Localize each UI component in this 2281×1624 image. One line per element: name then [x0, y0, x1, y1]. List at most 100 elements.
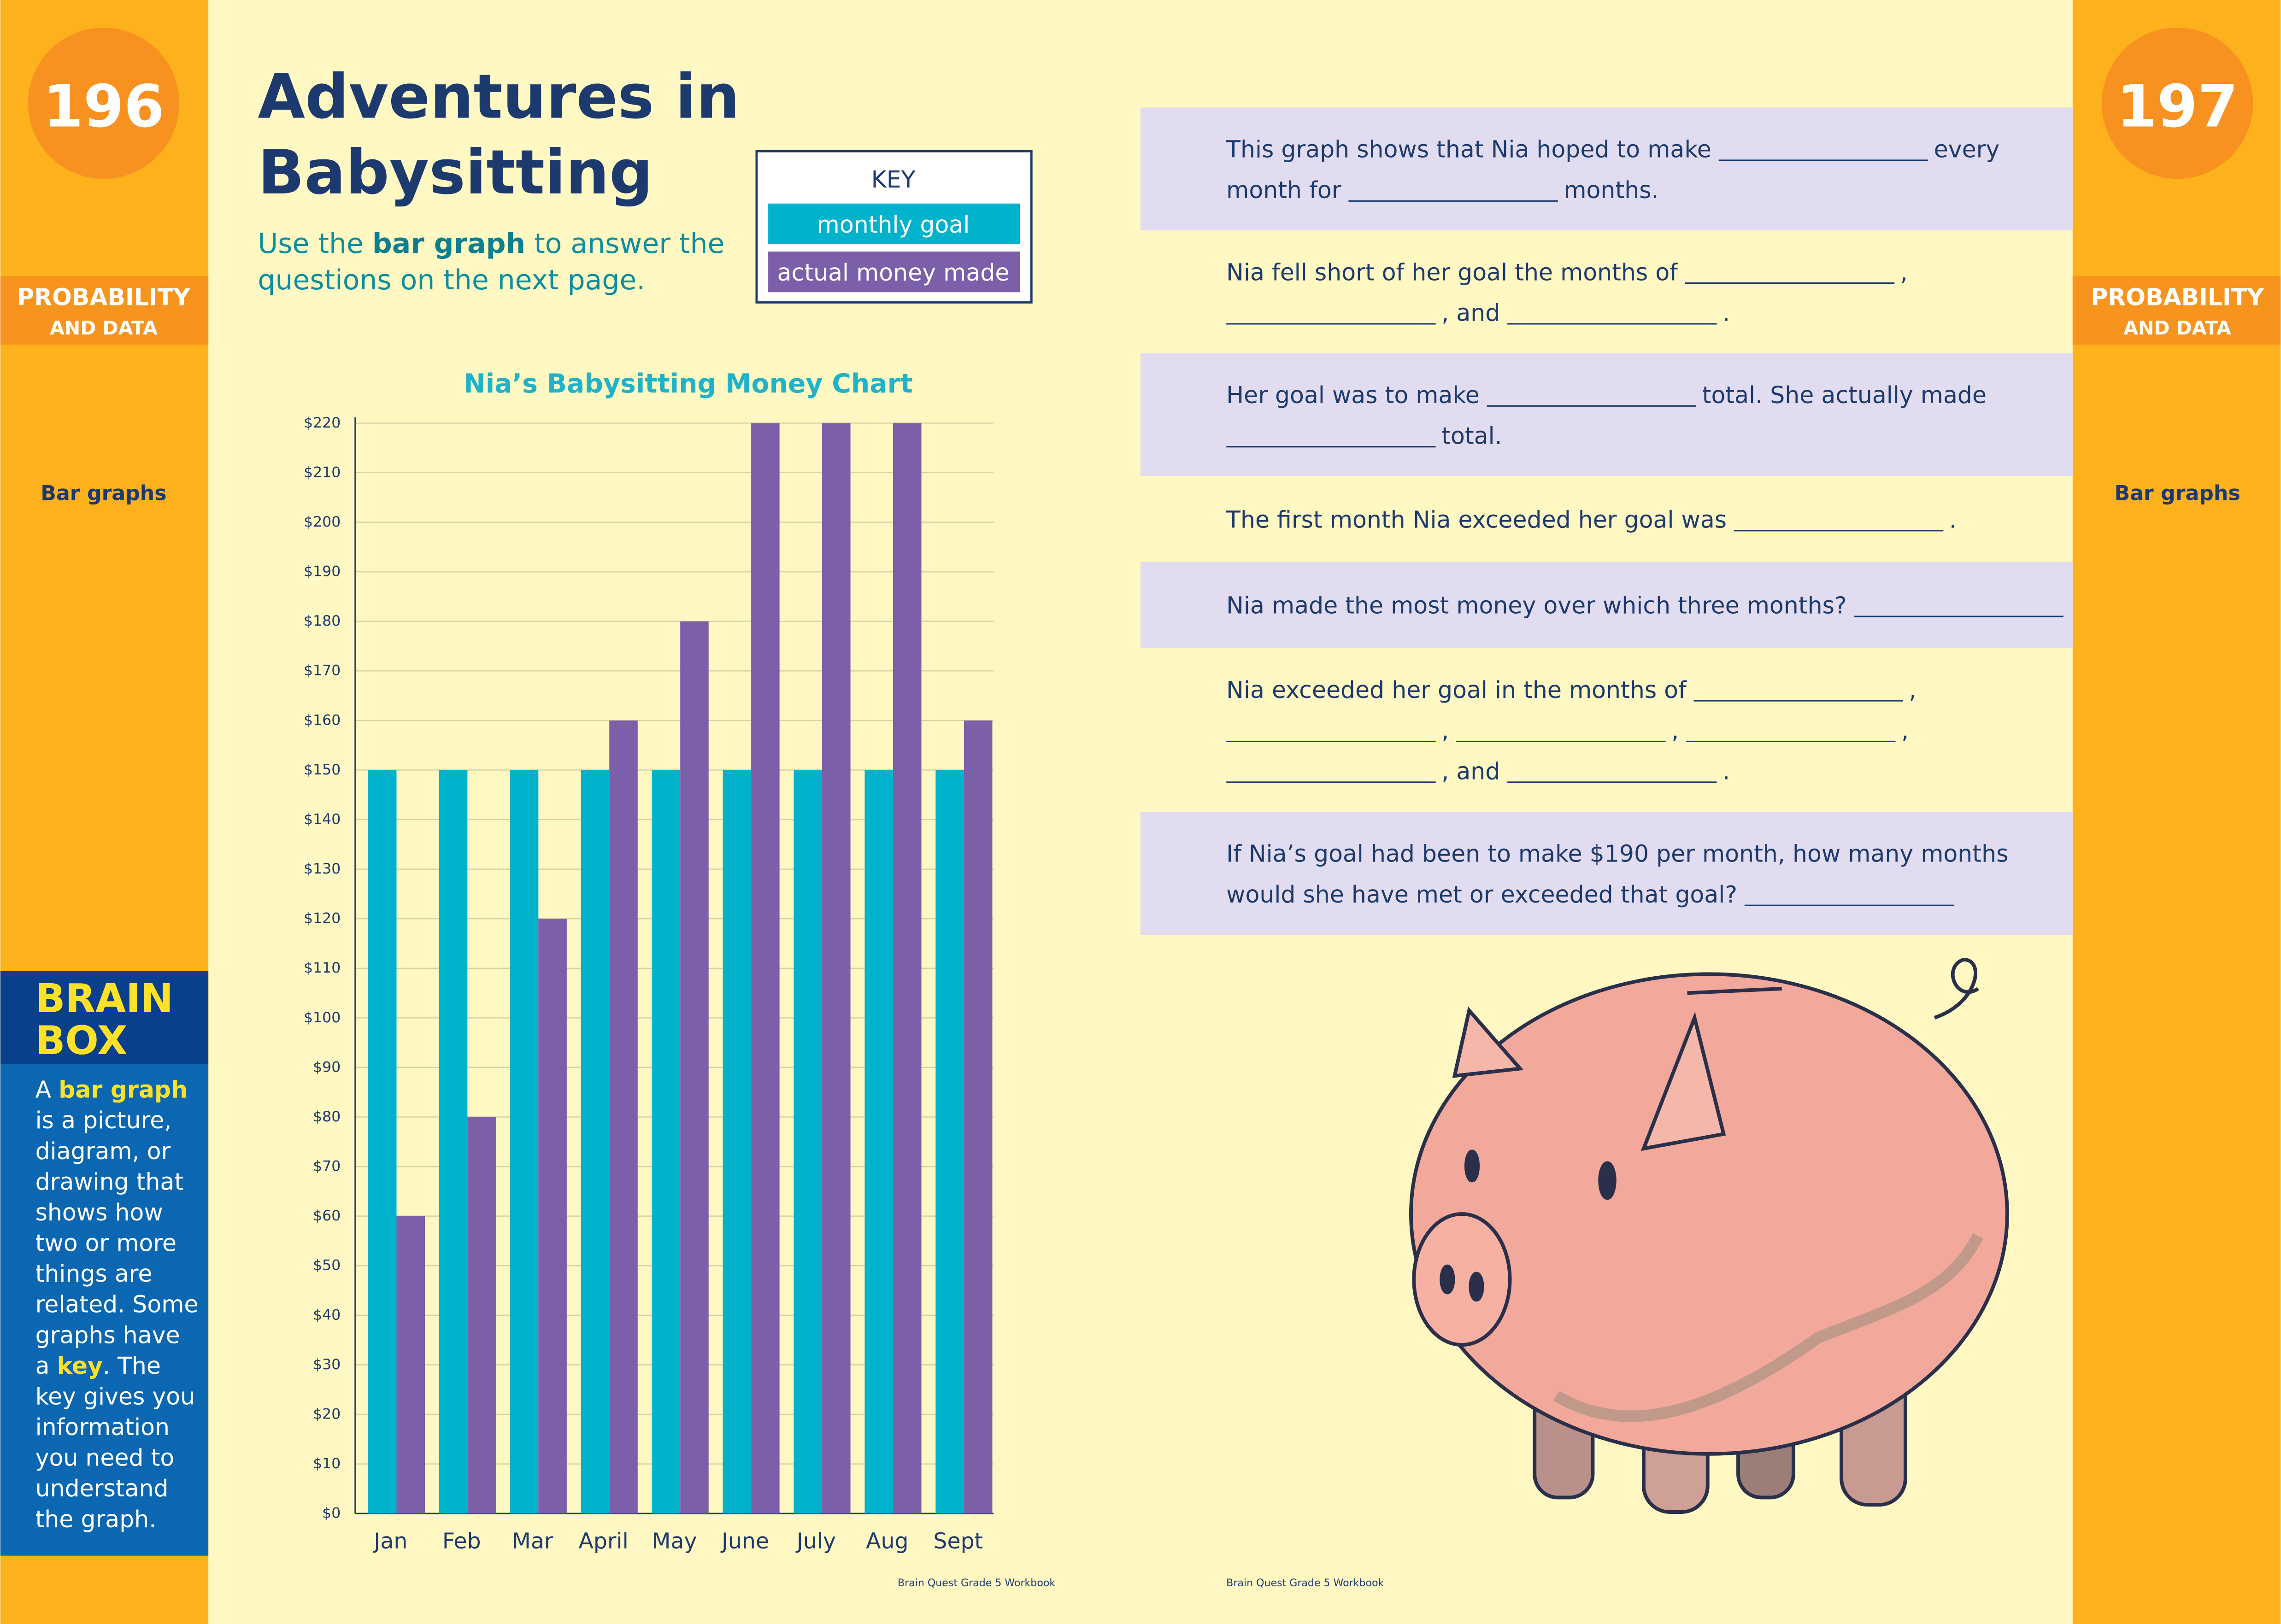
- topic-label: Bar graphs: [41, 482, 166, 505]
- question-text: .: [1723, 757, 1730, 785]
- y-tick-label: $80: [313, 1108, 341, 1125]
- bar: [893, 423, 922, 1514]
- text-line: shows how: [35, 1199, 163, 1226]
- x-tick-label: Jan: [372, 1529, 407, 1554]
- text-line: A bar graph: [35, 1076, 188, 1103]
- question-text: ,: [1671, 717, 1679, 744]
- x-tick-label: Aug: [866, 1529, 908, 1554]
- bar: [652, 770, 681, 1514]
- text-line: understand: [35, 1475, 169, 1502]
- question-text: ,: [1441, 717, 1449, 744]
- bar-chart: Nia’s Babysitting Money Chart $0 $10 $20 $30…: [304, 369, 994, 1554]
- text-line: graphs have: [35, 1321, 180, 1348]
- y-tick-label: $170: [304, 662, 341, 679]
- y-tick-label: $70: [313, 1158, 341, 1175]
- text-line: diagram, or: [35, 1137, 171, 1165]
- question-text: This graph shows that Nia hoped to make: [1226, 136, 1711, 163]
- section-label: AND DATA: [2123, 317, 2231, 339]
- question-text: total. She actually made: [1702, 381, 1987, 409]
- question-text: If Nia’s goal had been to make $190 per …: [1226, 840, 2008, 868]
- question-band: [1140, 562, 2073, 648]
- question-text: Nia exceeded her goal in the months of: [1226, 676, 1687, 704]
- right-sidebar: [2072, 0, 2281, 1624]
- y-tick-label: $160: [304, 712, 341, 728]
- text-line: drawing that: [35, 1168, 184, 1195]
- text-line: you need to: [35, 1444, 175, 1472]
- y-tick-label: $180: [304, 613, 341, 629]
- y-tick-label: $130: [304, 861, 341, 877]
- question-text: .: [1723, 299, 1730, 327]
- question-band: [1140, 107, 2073, 231]
- question-text: month for: [1226, 176, 1341, 204]
- bar: [680, 621, 709, 1514]
- chart-title: Nia’s Babysitting Money Chart: [464, 369, 913, 399]
- text-line: two or more: [35, 1230, 176, 1257]
- text-run: to answer the: [525, 228, 724, 260]
- brain-box-body: [0, 1064, 209, 1556]
- text-run: information: [35, 1413, 170, 1441]
- text-line: questions on the next page.: [258, 264, 645, 296]
- question-text: total.: [1441, 422, 1502, 449]
- y-tick-label: $200: [304, 514, 341, 530]
- text-line: information: [35, 1413, 170, 1441]
- section-band: [0, 276, 209, 345]
- question-text: every: [1934, 136, 2000, 163]
- text-line: key gives you: [35, 1383, 195, 1410]
- bar: [964, 720, 993, 1514]
- text-run: you need to: [35, 1444, 175, 1472]
- text-run: is a picture,: [35, 1107, 172, 1134]
- bar: [510, 770, 539, 1514]
- y-tick-label: $120: [304, 910, 341, 927]
- question-text: ,: [1909, 676, 1917, 704]
- y-tick-label: $50: [313, 1257, 341, 1274]
- text-line: related. Some: [35, 1291, 199, 1318]
- emphasis: bar graph: [372, 228, 525, 260]
- question-text: ,: [1900, 258, 1908, 286]
- text-run: understand: [35, 1475, 169, 1502]
- bar: [935, 770, 964, 1514]
- section-label: AND DATA: [50, 317, 158, 339]
- y-tick-label: $150: [304, 762, 341, 778]
- question-band: [1140, 812, 2073, 935]
- x-tick-label: Feb: [442, 1529, 481, 1554]
- key-entries: monthly goal actual money made: [768, 203, 1020, 293]
- legend-entry: monthly goal: [817, 211, 970, 238]
- text-run: diagram, or: [35, 1137, 171, 1165]
- page-number-badge: [28, 27, 180, 179]
- text-run: questions on the next page.: [258, 264, 645, 296]
- bar: [864, 770, 893, 1514]
- bar: [467, 1117, 496, 1514]
- text-run: two or more: [35, 1230, 176, 1257]
- bar: [609, 720, 638, 1514]
- bar: [439, 770, 468, 1514]
- text-run: key gives you: [35, 1383, 195, 1410]
- text-line: a key. The: [35, 1352, 161, 1379]
- question-text: ,: [1901, 717, 1909, 744]
- text-line: Use the bar graph to answer the: [258, 228, 724, 260]
- x-tick-label: April: [579, 1529, 629, 1554]
- text-run: shows how: [35, 1199, 163, 1226]
- text-run: things are: [35, 1260, 153, 1287]
- question-text: would she have met or exceeded that goal…: [1226, 881, 1737, 908]
- bar: [396, 1216, 425, 1514]
- y-tick-label: $60: [313, 1208, 341, 1224]
- bar: [538, 919, 567, 1514]
- brain-box-header: [0, 971, 209, 1065]
- y-tick-label: $190: [304, 563, 341, 580]
- topic-label: Bar graphs: [2114, 482, 2240, 505]
- brain-box-title: BRAIN: [35, 976, 173, 1021]
- text-run: a: [35, 1352, 57, 1379]
- y-tick-label: $20: [313, 1406, 341, 1422]
- bar: [794, 770, 823, 1514]
- x-tick-label: Mar: [512, 1529, 553, 1554]
- text-run: the graph.: [35, 1506, 157, 1533]
- text-line: things are: [35, 1260, 153, 1287]
- question-text: The first month Nia exceeded her goal wa…: [1226, 506, 1727, 534]
- question-text: months.: [1564, 176, 1658, 204]
- questions: This graph shows that Nia hoped to make e…: [1140, 107, 2073, 935]
- text-line: is a picture,: [35, 1107, 172, 1134]
- y-tick-label: $140: [304, 811, 341, 827]
- y-tick-label: $0: [322, 1505, 341, 1522]
- x-tick-label: June: [720, 1529, 769, 1554]
- x-tick-label: Sept: [933, 1529, 983, 1554]
